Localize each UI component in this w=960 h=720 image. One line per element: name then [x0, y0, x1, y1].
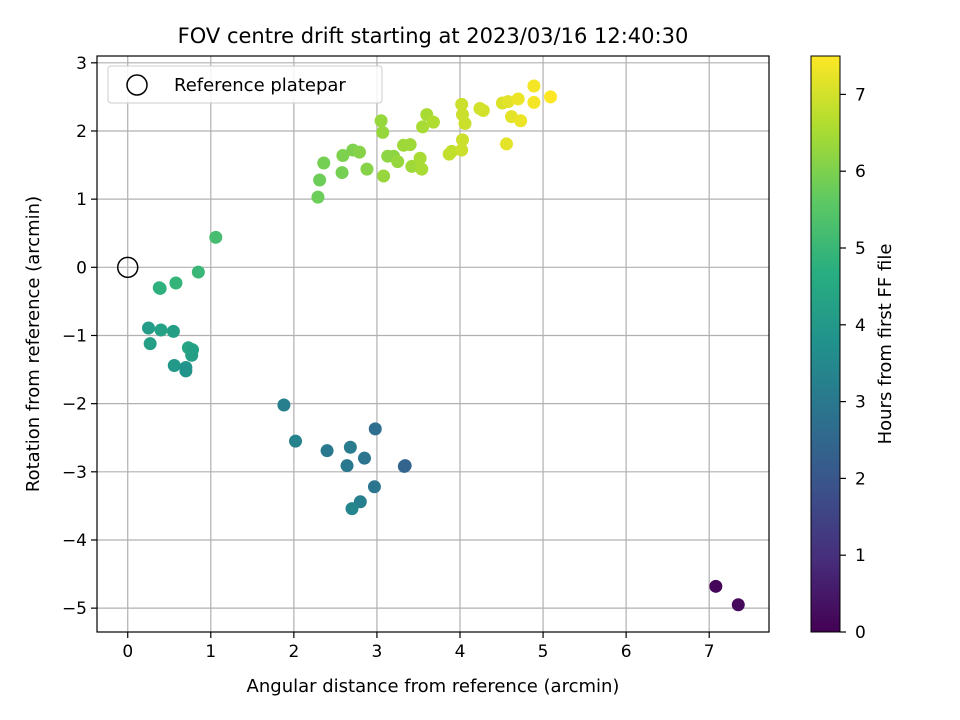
grid-lines — [97, 56, 769, 632]
data-point — [426, 115, 440, 129]
colorbar: 0 1 2 3 4 5 6 7 Hours from first FF file — [810, 55, 896, 643]
x-tick-label: 6 — [621, 642, 632, 662]
data-point — [413, 151, 427, 165]
data-point — [455, 133, 469, 147]
data-point — [357, 451, 371, 465]
data-point — [377, 169, 391, 183]
data-point — [455, 143, 469, 157]
data-point — [458, 116, 472, 130]
data-point — [289, 434, 303, 448]
data-point — [336, 149, 350, 163]
data-point — [343, 440, 357, 454]
colorbar-tick-label: 5 — [855, 239, 866, 259]
y-tick-label: −5 — [62, 599, 87, 619]
colorbar-label: Hours from first FF file — [875, 244, 896, 445]
x-tick-label: 4 — [455, 642, 466, 662]
legend: Reference platepar — [107, 65, 383, 104]
data-point — [209, 230, 223, 244]
data-point — [320, 444, 334, 458]
data-point — [166, 324, 180, 338]
data-point — [501, 95, 515, 109]
colorbar-tick-label: 4 — [855, 316, 866, 336]
x-tick-label: 1 — [205, 642, 216, 662]
data-point — [391, 155, 405, 169]
data-point — [340, 459, 354, 473]
data-point — [352, 145, 366, 159]
y-tick-label: −2 — [62, 395, 87, 415]
data-point — [143, 337, 157, 351]
data-point — [527, 79, 541, 93]
data-point — [167, 358, 181, 372]
data-point — [544, 90, 558, 104]
x-tick-label: 2 — [288, 642, 299, 662]
data-point — [415, 162, 429, 176]
data-point — [500, 137, 514, 151]
data-point — [360, 162, 374, 176]
x-tick-label: 7 — [704, 642, 715, 662]
x-axis-label: Angular distance from reference (arcmin) — [247, 676, 620, 697]
data-point — [511, 92, 525, 106]
x-tick-label: 5 — [538, 642, 549, 662]
y-tick-label: 0 — [76, 258, 87, 278]
data-point — [317, 156, 331, 170]
data-point — [445, 144, 459, 158]
data-point — [398, 459, 412, 473]
data-point — [527, 95, 541, 109]
data-points — [142, 79, 745, 612]
data-point — [277, 398, 291, 412]
y-axis-ticks: −5 −4 −3 −2 −1 0 1 2 3 — [62, 54, 97, 619]
data-point — [731, 598, 745, 612]
data-point — [142, 321, 156, 335]
x-axis-ticks: 0 1 2 3 4 5 6 7 — [122, 632, 715, 662]
data-point — [185, 348, 199, 362]
data-point — [191, 265, 205, 279]
data-point — [367, 480, 381, 494]
colorbar-tick-label: 2 — [855, 469, 866, 489]
data-point — [514, 114, 528, 128]
y-tick-label: 3 — [76, 54, 87, 74]
y-axis-label: Rotation from reference (arcmin) — [23, 196, 44, 492]
reference-marker — [116, 256, 139, 279]
data-point — [476, 104, 490, 118]
data-point — [345, 502, 359, 516]
y-tick-label: 2 — [76, 122, 87, 142]
colorbar-tick-label: 7 — [855, 85, 866, 105]
data-point — [153, 281, 167, 295]
data-point — [368, 422, 382, 436]
y-tick-label: −4 — [62, 531, 87, 551]
legend-reference-marker-icon — [126, 74, 148, 96]
data-point — [455, 97, 469, 111]
colorbar-ticks: 0 1 2 3 4 5 6 7 — [840, 85, 866, 643]
reference-platepar-point — [116, 256, 139, 279]
data-point — [416, 120, 430, 134]
y-tick-label: 1 — [76, 190, 87, 210]
data-point — [335, 166, 349, 180]
y-tick-label: −3 — [62, 463, 87, 483]
data-point — [154, 323, 168, 337]
colorbar-tick-label: 0 — [855, 623, 866, 643]
colorbar-gradient — [810, 55, 841, 633]
legend-box — [107, 65, 383, 104]
data-point — [179, 364, 193, 378]
x-tick-label: 0 — [122, 642, 133, 662]
data-point — [311, 190, 325, 204]
legend-label: Reference platepar — [174, 75, 346, 96]
chart-title: FOV centre drift starting at 2023/03/16 … — [178, 24, 689, 48]
data-point — [374, 114, 388, 128]
colorbar-tick-label: 6 — [855, 162, 866, 182]
data-point — [169, 276, 183, 290]
data-point — [405, 159, 419, 173]
data-point — [403, 138, 417, 152]
y-tick-label: −1 — [62, 326, 87, 346]
colorbar-tick-label: 3 — [855, 393, 866, 413]
plot-frame — [96, 55, 770, 633]
colorbar-tick-label: 1 — [855, 546, 866, 566]
data-point — [376, 125, 390, 139]
data-point — [313, 173, 327, 187]
data-point — [709, 579, 723, 593]
x-tick-label: 3 — [372, 642, 383, 662]
